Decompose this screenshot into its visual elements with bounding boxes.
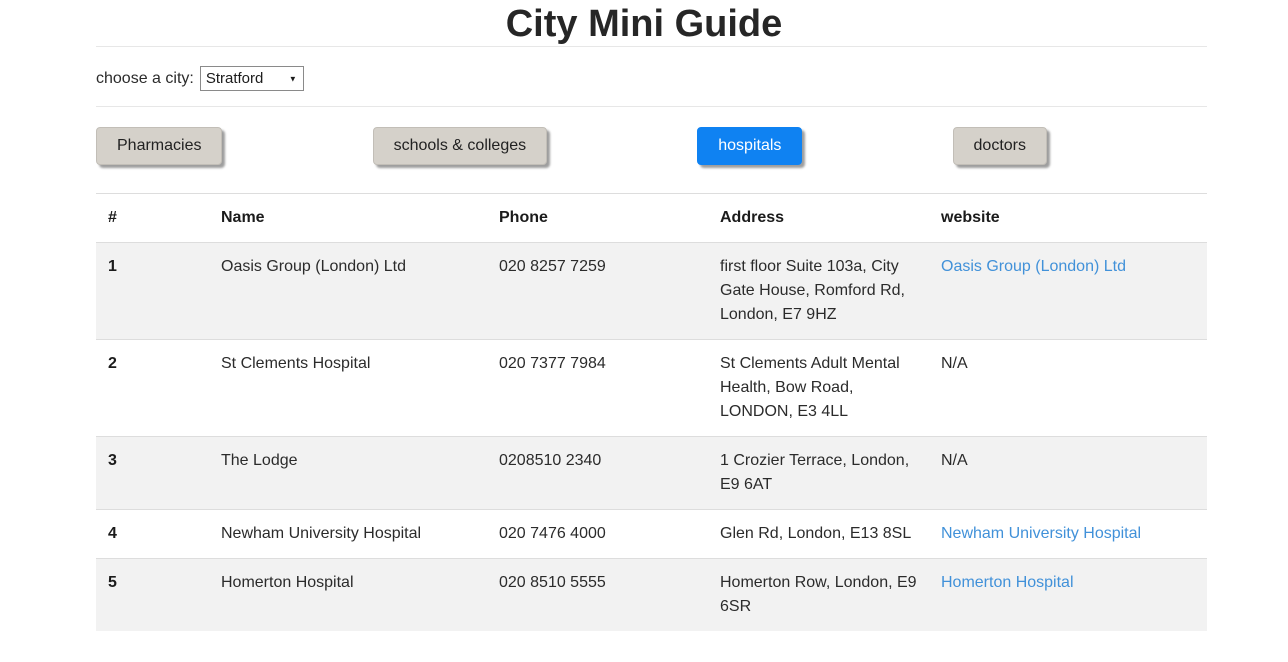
hospital-name: Oasis Group (London) Ltd — [209, 242, 487, 340]
hospital-phone: 0208510 2340 — [487, 436, 708, 510]
hospital-website-cell: Homerton Hospital — [929, 558, 1207, 631]
hospital-website-cell: Newham University Hospital — [929, 509, 1207, 559]
category-buttons-row: Pharmacies schools & colleges hospitals … — [96, 127, 1047, 165]
row-number: 5 — [96, 558, 209, 631]
hospital-address: first floor Suite 103a, City Gate House,… — [708, 242, 929, 340]
table-row: 2 St Clements Hospital 020 7377 7984 St … — [96, 339, 1207, 437]
hospitals-button[interactable]: hospitals — [697, 127, 803, 165]
hospital-address: St Clements Adult Mental Health, Bow Roa… — [708, 339, 929, 437]
table-row: 3 The Lodge 0208510 2340 1 Crozier Terra… — [96, 436, 1207, 510]
city-chooser-row: choose a city: Stratford ▼ — [96, 47, 1207, 106]
row-number: 2 — [96, 339, 209, 437]
city-select[interactable]: Stratford — [199, 66, 304, 91]
hospital-phone: 020 8257 7259 — [487, 242, 708, 340]
hospital-phone: 020 7476 4000 — [487, 509, 708, 559]
main-container: choose a city: Stratford ▼ Pharmacies sc… — [96, 46, 1207, 631]
hospital-phone: 020 8510 5555 — [487, 558, 708, 631]
column-header-phone: Phone — [487, 193, 708, 243]
table-row: 4 Newham University Hospital 020 7476 40… — [96, 509, 1207, 559]
row-number: 3 — [96, 436, 209, 510]
row-number: 1 — [96, 242, 209, 340]
city-select-wrap: Stratford ▼ — [199, 66, 304, 91]
hospitals-table-body: 1 Oasis Group (London) Ltd 020 8257 7259… — [96, 242, 1207, 631]
doctors-button[interactable]: doctors — [952, 127, 1047, 165]
table-header-row: # Name Phone Address website — [96, 193, 1207, 243]
website-link[interactable]: Homerton Hospital — [941, 574, 1074, 591]
divider-top — [96, 46, 1207, 47]
hospital-name: Newham University Hospital — [209, 509, 487, 559]
page-title: City Mini Guide — [505, 3, 783, 45]
hospitals-table: # Name Phone Address website 1 Oasis Gro… — [96, 193, 1207, 631]
table-row: 5 Homerton Hospital 020 8510 5555 Homert… — [96, 558, 1207, 631]
hospital-address: Homerton Row, London, E9 6SR — [708, 558, 929, 631]
column-header-address: Address — [708, 193, 929, 243]
table-row: 1 Oasis Group (London) Ltd 020 8257 7259… — [96, 242, 1207, 340]
hospital-website-cell: N/A — [929, 436, 1207, 510]
hospital-address: Glen Rd, London, E13 8SL — [708, 509, 929, 559]
row-number: 4 — [96, 509, 209, 559]
hospital-phone: 020 7377 7984 — [487, 339, 708, 437]
schools-colleges-button[interactable]: schools & colleges — [372, 127, 548, 165]
city-chooser-label: choose a city: — [96, 69, 194, 87]
website-link[interactable]: Oasis Group (London) Ltd — [941, 258, 1126, 275]
hospital-address: 1 Crozier Terrace, London, E9 6AT — [708, 436, 929, 510]
hospital-name: St Clements Hospital — [209, 339, 487, 437]
divider-chooser — [96, 106, 1207, 107]
hospital-name: Homerton Hospital — [209, 558, 487, 631]
hospital-name: The Lodge — [209, 436, 487, 510]
pharmacies-button[interactable]: Pharmacies — [96, 127, 223, 165]
hospital-website-cell: Oasis Group (London) Ltd — [929, 242, 1207, 340]
website-na-text: N/A — [941, 355, 968, 372]
hospital-website-cell: N/A — [929, 339, 1207, 437]
column-header-num: # — [96, 193, 209, 243]
column-header-website: website — [929, 193, 1207, 243]
column-header-name: Name — [209, 193, 487, 243]
website-na-text: N/A — [941, 452, 968, 469]
website-link[interactable]: Newham University Hospital — [941, 525, 1142, 542]
